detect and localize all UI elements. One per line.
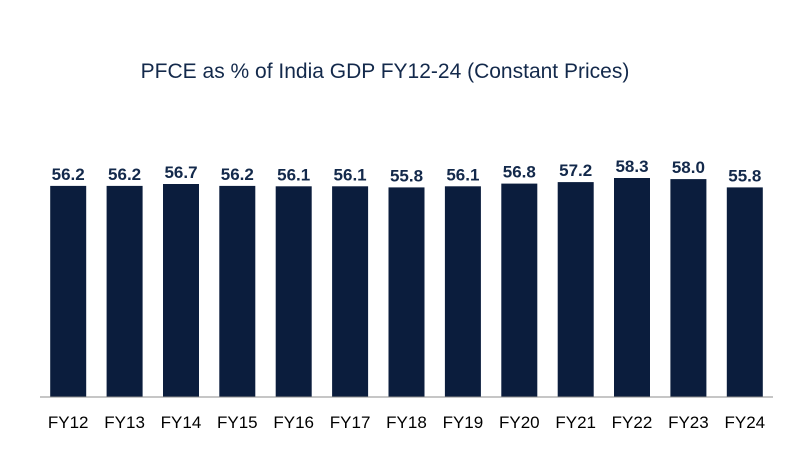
- data-label-fy13: 56.2: [108, 165, 141, 184]
- bar-fy14: [163, 184, 199, 397]
- x-tick-label-fy17: FY17: [330, 413, 371, 432]
- x-tick-label-fy21: FY21: [555, 413, 596, 432]
- data-label-fy15: 56.2: [221, 165, 254, 184]
- x-tick-label-fy24: FY24: [724, 413, 765, 432]
- x-tick-label-fy14: FY14: [161, 413, 202, 432]
- x-tick-label-fy19: FY19: [443, 413, 484, 432]
- bar-fy16: [275, 186, 312, 397]
- chart-title: PFCE as % of India GDP FY12-24 (Constant…: [140, 60, 630, 83]
- x-tick-label-fy18: FY18: [386, 413, 427, 432]
- bar-fy12: [50, 185, 87, 397]
- data-label-fy12: 56.2: [52, 165, 85, 184]
- data-label-fy14: 56.7: [164, 163, 197, 182]
- bar-fy21: [557, 182, 594, 397]
- x-tick-label-fy16: FY16: [273, 413, 314, 432]
- x-tick-label-fy15: FY15: [217, 413, 258, 432]
- bar-fy20: [501, 183, 538, 397]
- bars-group: [50, 178, 763, 397]
- data-label-fy23: 58.0: [672, 158, 705, 177]
- data-label-fy19: 56.1: [446, 165, 479, 184]
- data-label-fy24: 55.8: [728, 166, 761, 185]
- bar-fy24: [726, 187, 763, 397]
- data-labels-group: 56.2 56.2 56.7 56.2 56.1 56.1 55.8 56.1 56.8 57.2…: [52, 157, 762, 185]
- tick-labels-group: FY12 FY13 FY14 FY15 FY16 FY17 FY18 FY19 FY20 FY21…: [48, 413, 765, 432]
- bar-fy15: [219, 185, 256, 397]
- data-label-fy16: 56.1: [277, 165, 310, 184]
- x-tick-label-fy22: FY22: [612, 413, 653, 432]
- bar-fy18: [388, 187, 425, 397]
- bar-fy13: [106, 185, 143, 397]
- x-tick-label-fy20: FY20: [499, 413, 540, 432]
- bar-fy19: [444, 186, 481, 397]
- x-tick-label-fy23: FY23: [668, 413, 709, 432]
- bar-fy22: [614, 178, 650, 397]
- data-label-fy18: 55.8: [390, 166, 423, 185]
- data-label-fy17: 56.1: [334, 165, 367, 184]
- x-tick-label-fy12: FY12: [48, 413, 89, 432]
- data-label-fy22: 58.3: [615, 157, 648, 176]
- x-tick-label-fy13: FY13: [104, 413, 145, 432]
- bar-fy23: [670, 179, 707, 397]
- data-label-fy20: 56.8: [503, 163, 536, 182]
- bar-fy17: [332, 186, 369, 397]
- data-label-fy21: 57.2: [559, 161, 592, 180]
